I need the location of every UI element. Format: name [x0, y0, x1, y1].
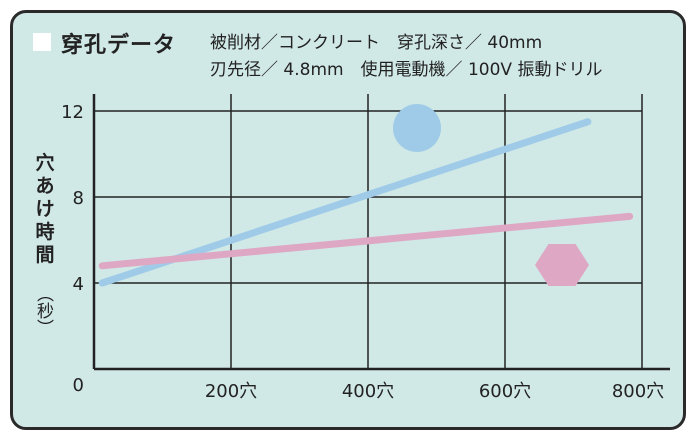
y-axis-unit: （秒）: [33, 285, 53, 336]
y-tick-label: 8: [73, 188, 84, 209]
y-tick-label: 4: [73, 274, 84, 295]
x-tick-label: 400穴: [342, 381, 394, 402]
hexagon-marker-icon: [535, 243, 589, 287]
y-tick-label: 0: [73, 375, 84, 396]
title-square-icon: [33, 33, 51, 51]
y-axis-label: 穴あけ時間: [35, 152, 55, 266]
circle-marker-icon: [393, 104, 441, 152]
hexagon-series-line: [98, 212, 634, 270]
x-tick-label: 200穴: [205, 381, 257, 402]
info-line-2: 刃先径／ 4.8mm 使用電動機／ 100V 振動ドリル: [210, 60, 603, 80]
x-tick-label: 600穴: [479, 381, 531, 402]
x-tick-label: 800穴: [612, 381, 664, 402]
y-tick-label: 12: [61, 102, 84, 123]
info-line-1: 被削材／コンクリート 穿孔深さ／ 40mm: [210, 33, 543, 53]
chart-title: 穿孔データ: [61, 33, 177, 58]
